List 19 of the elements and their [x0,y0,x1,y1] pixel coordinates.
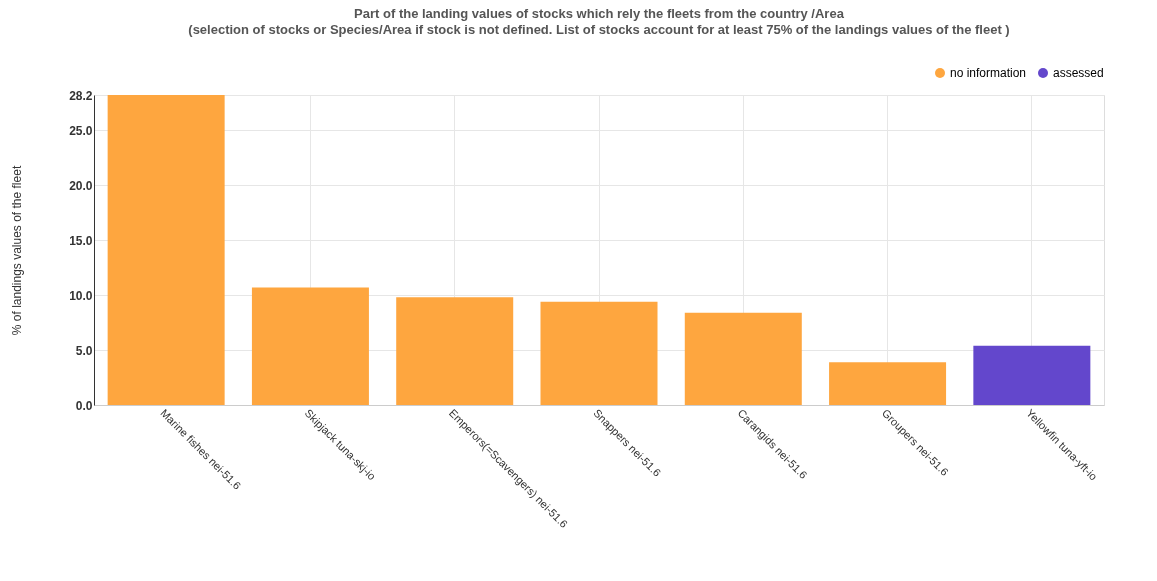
chart-subtitle: (selection of stocks or Species/Area if stock is not defined. List of stocks account for at least 75% of the landings values of the fleet ) [188,22,1010,37]
y-tick-label: 28.2 [69,88,93,103]
bar [684,312,802,405]
chart-title: Part of the landing values of stocks which rely the fleets from the country /Area [354,6,845,21]
y-tick-label: 15.0 [69,233,93,248]
bar [107,95,225,405]
bar [251,287,369,405]
legend-label: assessed [1053,66,1104,80]
bar [540,301,658,405]
y-tick-label: 5.0 [75,343,93,358]
y-tick-label: 10.0 [69,288,93,303]
bar [396,297,514,405]
bar [829,362,947,405]
bar [973,345,1091,405]
y-tick-label: 0.0 [75,398,93,413]
y-tick-label: 20.0 [69,178,93,193]
y-axis-title: % of landings values of the fleet [10,165,25,336]
legend-label: no information [950,66,1027,80]
y-tick-label: 25.0 [69,123,93,138]
